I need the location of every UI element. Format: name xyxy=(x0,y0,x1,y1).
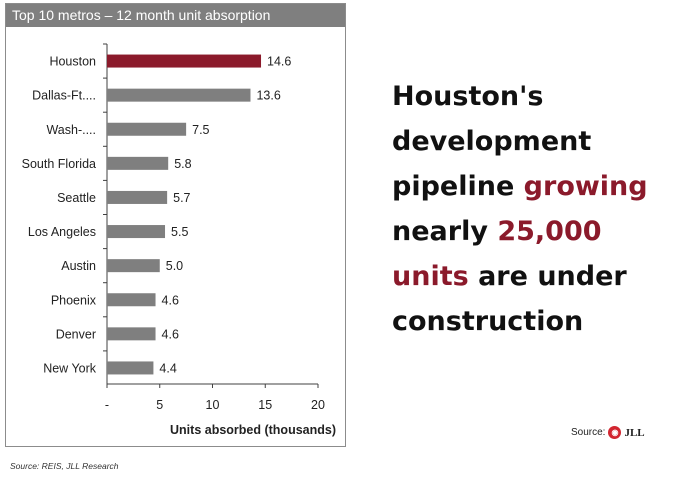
category-label: Austin xyxy=(61,259,96,273)
headline-line-1: Houston's xyxy=(392,81,544,112)
x-tick-label: - xyxy=(105,398,109,412)
headline-text: are under xyxy=(468,261,627,292)
headline-accent: units xyxy=(392,261,469,292)
chart-footnote: Source: REIS, JLL Research xyxy=(10,461,119,471)
headline-line-2: development xyxy=(392,126,592,157)
x-axis-title: Units absorbed (thousands) xyxy=(170,423,336,437)
value-label: 14.6 xyxy=(267,55,291,69)
headline-text: nearly xyxy=(392,216,498,247)
bar-2 xyxy=(107,88,251,102)
value-label: 4.4 xyxy=(159,361,176,375)
value-label: 5.5 xyxy=(171,225,188,239)
category-label: South Florida xyxy=(22,157,96,171)
bar-10 xyxy=(107,361,154,375)
value-label: 5.8 xyxy=(174,157,191,171)
value-label: 5.0 xyxy=(166,259,183,273)
chart-title: Top 10 metros – 12 month unit absorption xyxy=(6,4,345,27)
headline: Houston's development pipeline growing n… xyxy=(392,74,682,344)
source-attribution: Source: ◉ JLL xyxy=(571,426,645,439)
category-label: Houston xyxy=(49,55,96,69)
bar-9 xyxy=(107,327,156,341)
x-tick-label: 15 xyxy=(258,398,272,412)
bar-4 xyxy=(107,156,169,170)
source-label: Source: xyxy=(571,427,606,438)
bar-7 xyxy=(107,259,160,273)
x-tick-label: 20 xyxy=(311,398,325,412)
headline-text: pipeline xyxy=(392,171,524,202)
jll-logo-icon: ◉ xyxy=(608,426,622,439)
headline-line-3: pipeline growing xyxy=(392,164,682,209)
headline-accent: growing xyxy=(523,171,648,202)
x-tick-label: 5 xyxy=(156,398,163,412)
category-label: Los Angeles xyxy=(28,225,96,239)
category-label: Dallas-Ft.... xyxy=(32,89,96,103)
value-label: 5.7 xyxy=(173,191,190,205)
category-label: New York xyxy=(43,361,97,375)
x-tick-label: 10 xyxy=(206,398,220,412)
headline-line-6: construction xyxy=(392,306,584,337)
jll-logo-text: JLL xyxy=(624,426,645,439)
headline-accent: 25,000 xyxy=(497,216,602,247)
category-label: Phoenix xyxy=(51,293,97,307)
value-label: 13.6 xyxy=(256,89,280,103)
category-label: Seattle xyxy=(57,191,96,205)
chart-panel: Top 10 metros – 12 month unit absorption xyxy=(5,3,346,447)
value-label: 4.6 xyxy=(162,293,179,307)
value-label: 4.6 xyxy=(162,327,179,341)
headline-line-5: units are under xyxy=(392,254,682,299)
bar-5 xyxy=(107,190,168,204)
bar-3 xyxy=(107,122,187,136)
category-label: Denver xyxy=(56,327,96,341)
category-label: Wash-.... xyxy=(46,123,96,137)
bar-8 xyxy=(107,293,156,307)
bar-1 xyxy=(107,54,262,68)
headline-line-4: nearly 25,000 xyxy=(392,209,682,254)
bar-6 xyxy=(107,225,166,239)
value-label: 7.5 xyxy=(192,123,209,137)
